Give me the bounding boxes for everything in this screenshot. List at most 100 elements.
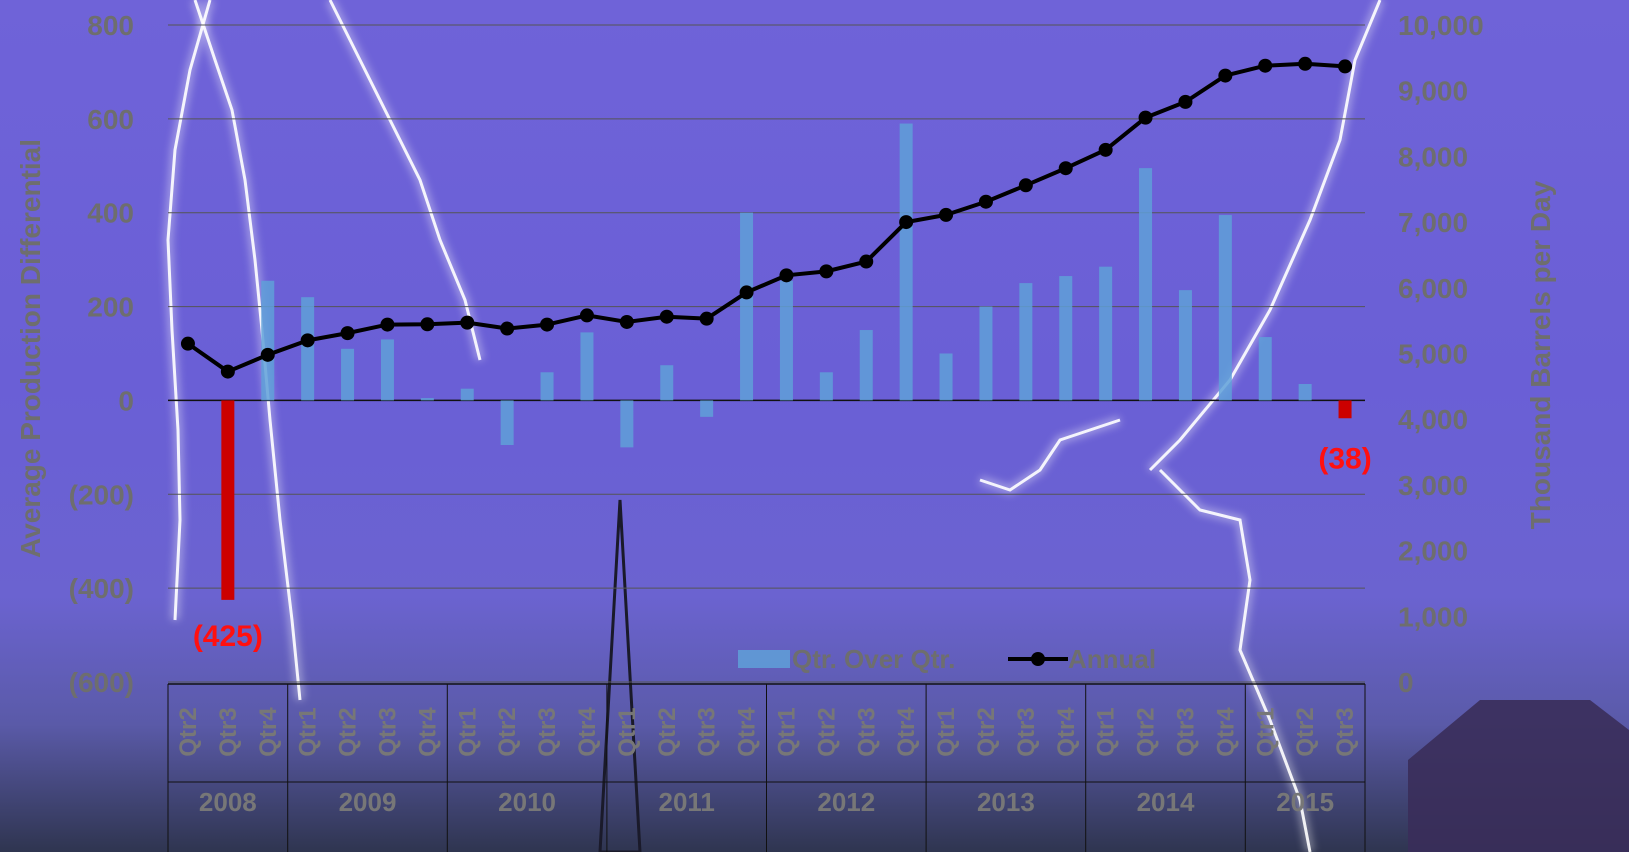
left-tick-label: (600) xyxy=(69,667,134,698)
bar xyxy=(819,372,833,401)
line-point xyxy=(340,326,355,341)
legend-label-line: Annual xyxy=(1068,644,1156,674)
bar xyxy=(460,388,474,401)
line-point xyxy=(540,317,555,332)
bar xyxy=(1139,168,1153,401)
line-point xyxy=(460,315,475,330)
quarter-label: Qtr2 xyxy=(813,707,840,756)
line-point xyxy=(859,254,874,269)
right-axis-title: Thousand Barrels per Day xyxy=(1525,180,1556,529)
bar xyxy=(380,339,394,401)
quarter-label: Qtr4 xyxy=(734,707,761,757)
line-point xyxy=(180,336,195,351)
legend-line-marker xyxy=(1031,652,1045,666)
left-tick-label: (400) xyxy=(69,573,134,604)
quarter-label: Qtr1 xyxy=(454,707,481,756)
right-tick-label: 7,000 xyxy=(1398,207,1468,238)
quarter-label: Qtr1 xyxy=(1252,707,1279,756)
house-silhouette xyxy=(1408,700,1629,852)
line-point xyxy=(420,317,435,332)
bar xyxy=(301,297,315,401)
quarter-label: Qtr4 xyxy=(255,707,282,757)
quarter-label: Qtr1 xyxy=(1093,707,1120,756)
line-point xyxy=(500,321,515,336)
quarter-label: Qtr3 xyxy=(1013,707,1040,756)
quarter-label: Qtr2 xyxy=(1133,707,1160,756)
quarter-label: Qtr4 xyxy=(893,707,920,757)
line-point xyxy=(220,364,235,379)
pylon-silhouette xyxy=(598,499,642,852)
bar xyxy=(779,280,793,401)
bar xyxy=(740,212,754,401)
quarter-label: Qtr4 xyxy=(1053,707,1080,757)
bar xyxy=(261,280,275,401)
bar xyxy=(1178,290,1192,401)
data-label: (425) xyxy=(193,620,263,653)
line-point xyxy=(1258,58,1273,73)
right-tick-label: 4,000 xyxy=(1398,404,1468,435)
data-label: (38) xyxy=(1318,442,1371,475)
year-label: 2009 xyxy=(339,787,397,817)
line-point xyxy=(1098,142,1113,157)
quarter-label: Qtr4 xyxy=(414,707,441,757)
line-point xyxy=(899,215,914,230)
bar xyxy=(1019,283,1033,401)
bar-series xyxy=(221,123,1352,600)
line-point xyxy=(1298,56,1313,71)
line-point xyxy=(739,285,754,300)
line-point xyxy=(1338,59,1353,74)
quarter-label: Qtr1 xyxy=(933,707,960,756)
line-point xyxy=(300,333,315,348)
lightning-bolt xyxy=(166,0,212,621)
right-tick-label: 1,000 xyxy=(1398,601,1468,632)
bar xyxy=(660,365,674,401)
annual-line xyxy=(186,61,1346,374)
right-tick-label: 3,000 xyxy=(1398,470,1468,501)
bar xyxy=(700,400,714,417)
bar xyxy=(1338,400,1352,419)
quarter-label: Qtr1 xyxy=(614,707,641,756)
quarter-label: Qtr2 xyxy=(494,707,521,756)
bar xyxy=(341,348,355,401)
year-label: 2008 xyxy=(199,787,257,817)
lightning-bolt xyxy=(1158,468,1312,852)
quarter-label: Qtr4 xyxy=(574,707,601,757)
year-label: 2010 xyxy=(498,787,556,817)
gridlines xyxy=(168,24,1365,683)
line-point xyxy=(1138,110,1153,125)
line-point xyxy=(819,264,834,279)
line-point xyxy=(779,268,794,283)
quarter-label: Qtr2 xyxy=(654,707,681,756)
left-tick-label: 200 xyxy=(87,292,134,323)
line-point xyxy=(699,311,714,326)
year-label: 2014 xyxy=(1137,787,1195,817)
quarter-label: Qtr3 xyxy=(374,707,401,756)
bar xyxy=(1099,266,1113,401)
line-point xyxy=(260,347,275,362)
quarter-label: Qtr2 xyxy=(335,707,362,756)
bar xyxy=(1258,337,1272,401)
lightning-bolt xyxy=(193,0,302,701)
category-axis: Qtr2 Qtr3 Qtr4 Qtr1 Qtr2 Qtr3 Qtr4 Qtr1 Qtr2 Qtr3… xyxy=(167,683,1366,852)
line-point xyxy=(1218,68,1233,83)
quarter-label: Qtr4 xyxy=(1212,707,1239,757)
bar xyxy=(899,123,913,401)
left-tick-label: (200) xyxy=(69,479,134,510)
bar xyxy=(620,400,634,448)
left-tick-label: 600 xyxy=(87,104,134,135)
line-point xyxy=(1018,178,1033,193)
quarter-label: Qtr3 xyxy=(1172,707,1199,756)
left-axis: 800 600 400 200 0 (200) (400) (600) Average Prod… xyxy=(15,10,134,698)
quarter-label: Qtr3 xyxy=(694,707,721,756)
right-tick-label: 10,000 xyxy=(1398,10,1484,41)
line-point xyxy=(978,194,993,209)
lightning-bolt xyxy=(979,418,1121,492)
year-label: 2013 xyxy=(977,787,1035,817)
bar xyxy=(420,398,434,401)
left-tick-label: 800 xyxy=(87,10,134,41)
line-point xyxy=(380,317,395,332)
quarter-label: Qtr1 xyxy=(295,707,322,756)
